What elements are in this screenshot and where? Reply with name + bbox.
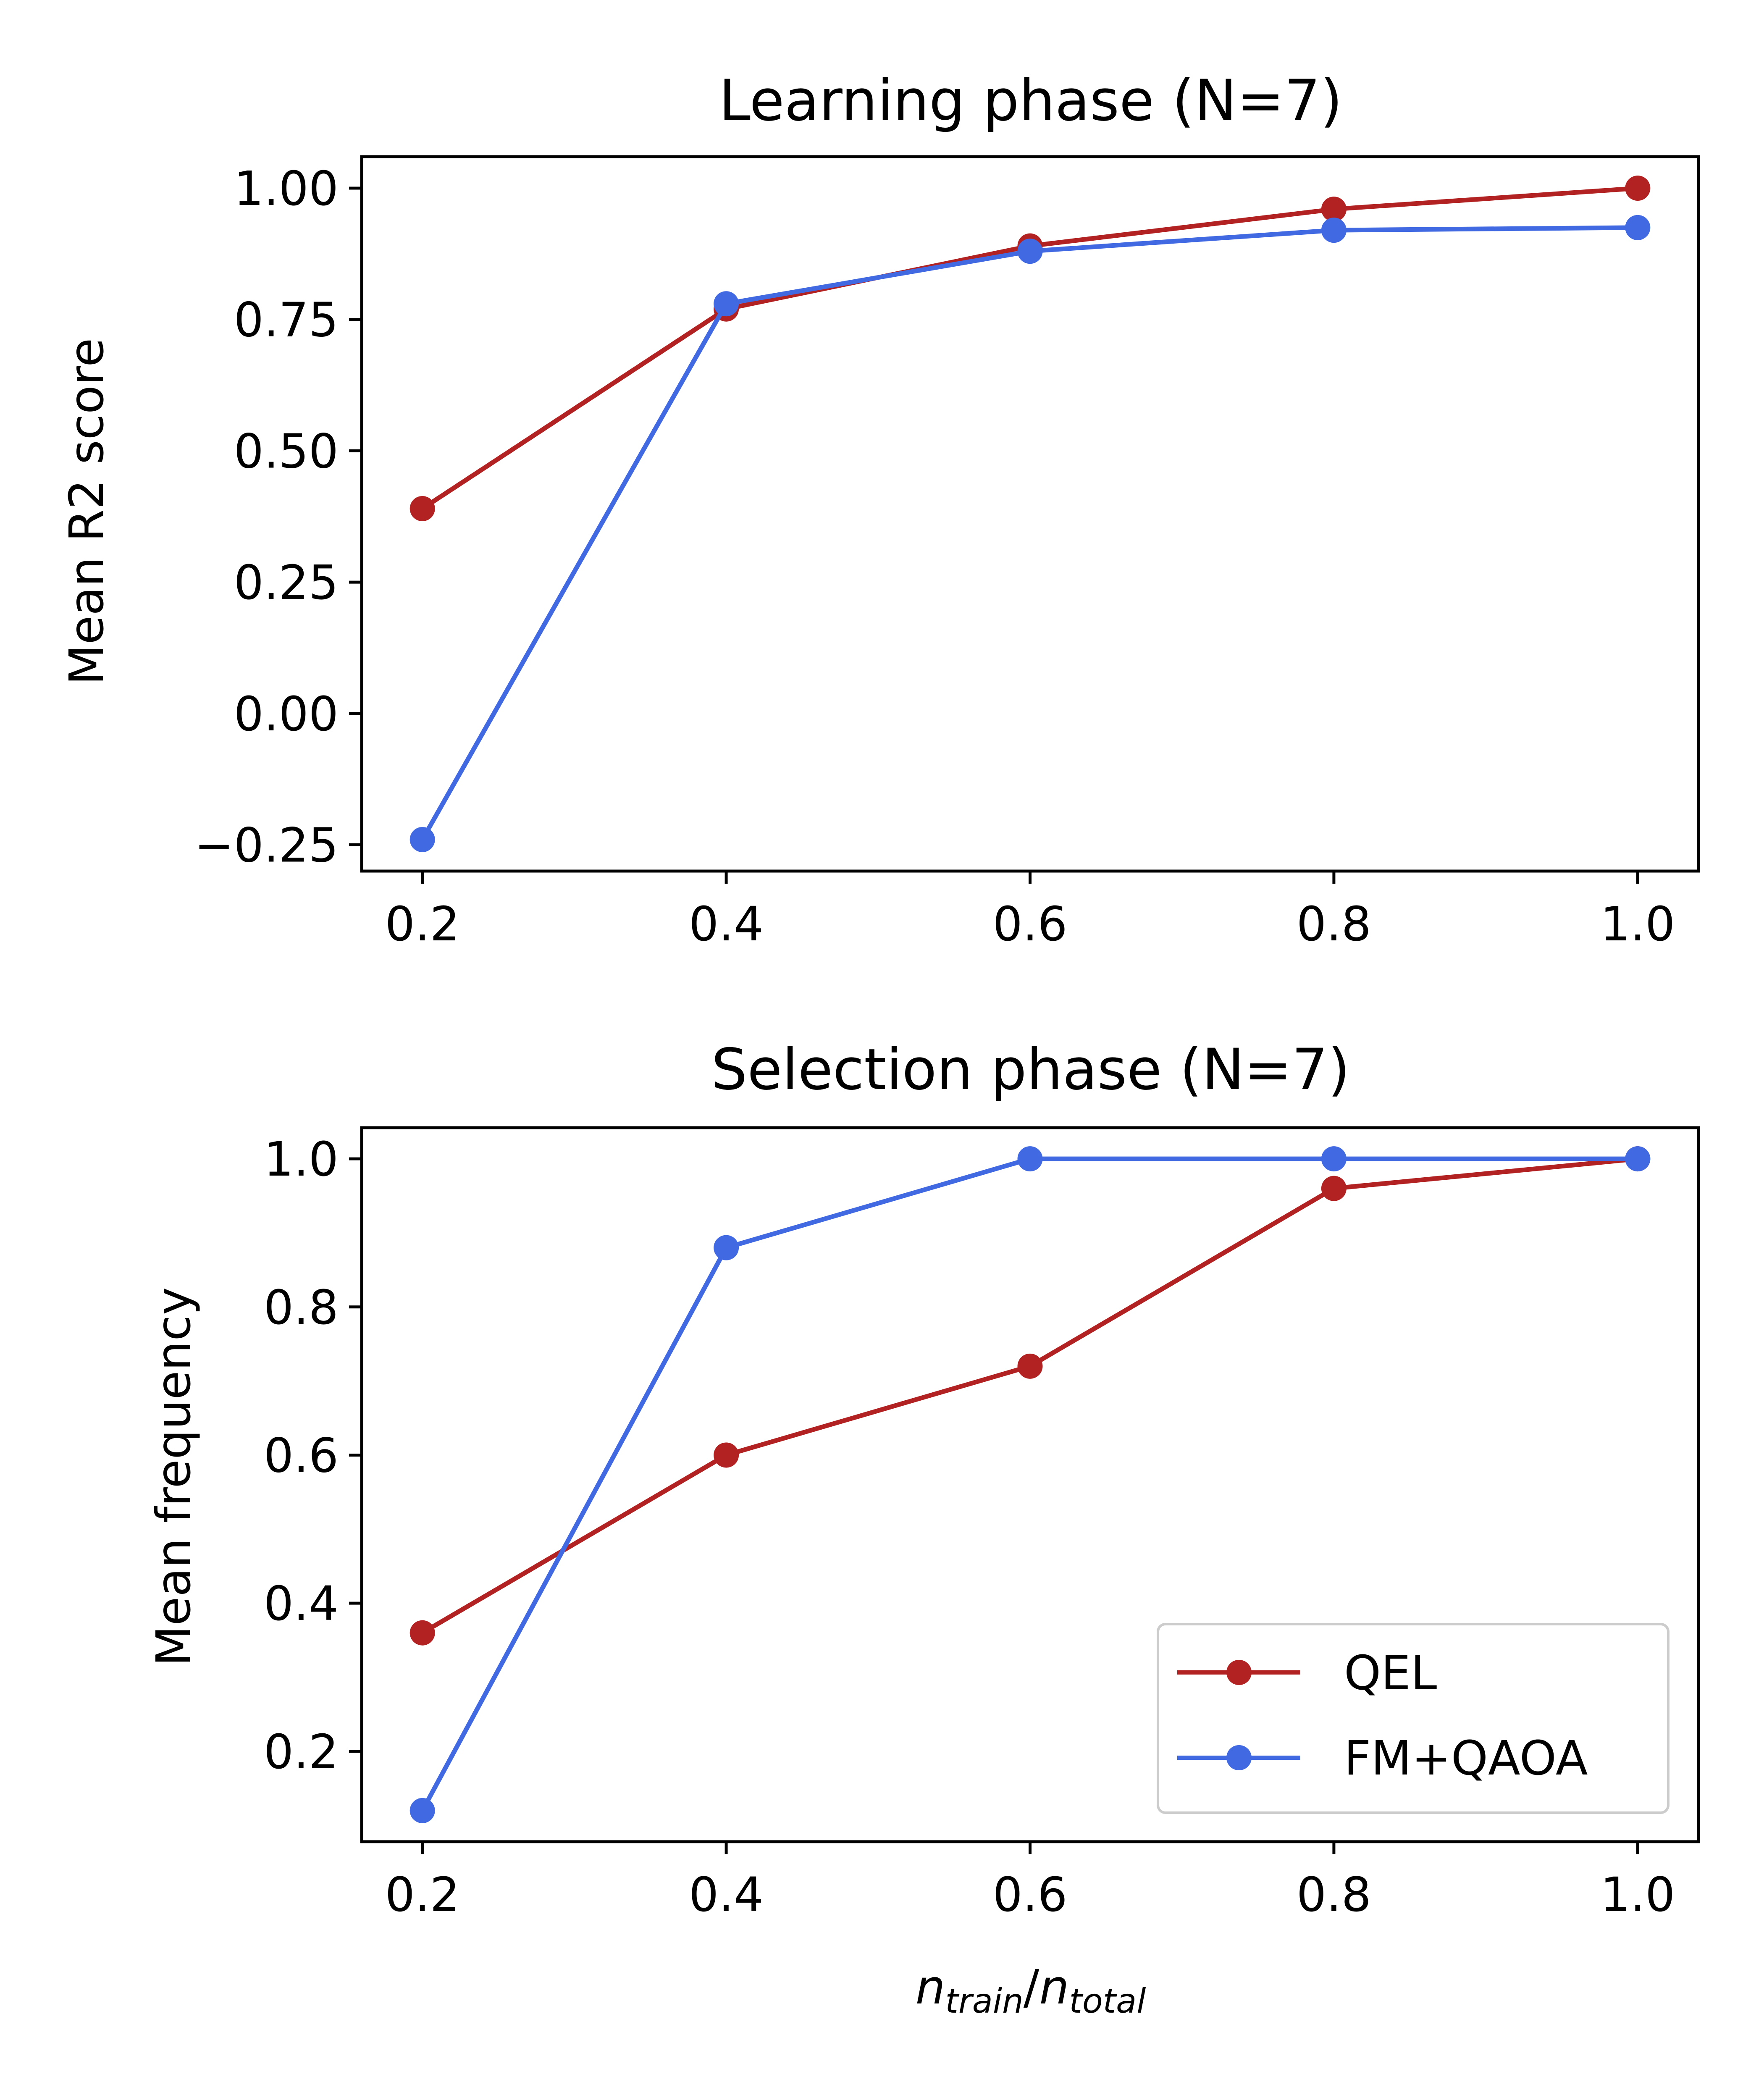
x-label-n1: n (916, 1960, 945, 2015)
data-point-qel (1625, 176, 1651, 201)
y-tick-label: 0.6 (264, 1428, 339, 1483)
x-tick-label: 0.4 (689, 1868, 764, 1922)
y-tick-label: 0.2 (264, 1725, 339, 1780)
data-point-fm-qaoa (410, 1798, 435, 1823)
x-tick-label: 0.2 (385, 897, 460, 952)
x-tick-label: 0.6 (992, 897, 1067, 952)
x-label-sub-train: train (945, 1982, 1024, 2021)
y-tick-label: 0.25 (234, 556, 339, 610)
data-point-fm-qaoa (1321, 218, 1347, 243)
plot-frame (360, 1126, 1700, 1843)
y-tick-label: 1.0 (264, 1132, 339, 1187)
data-point-fm-qaoa (1625, 1146, 1651, 1172)
y-axis-label: Mean frequency (147, 1287, 201, 1667)
x-ticks: 0.2 0.4 0.6 0.8 1.0 (385, 871, 1675, 952)
x-axis-label: ntrain/ntotal (916, 1960, 1146, 2021)
legend: QEL FM+QAOA (1157, 1623, 1670, 1814)
series-line-fm-qaoa (420, 225, 1638, 841)
chart-title: Selection phase (N=7) (711, 1037, 1350, 1102)
y-axis-label: Mean R2 score (60, 338, 114, 685)
data-point-fm-qaoa (714, 1235, 739, 1260)
data-point-fm-qaoa (1321, 1146, 1347, 1172)
x-label-sub-total: total (1069, 1982, 1146, 2021)
data-point-qel (410, 1620, 435, 1646)
x-tick-label: 1.0 (1600, 1868, 1675, 1922)
y-tick-label: 0.00 (234, 687, 339, 742)
x-tick-label: 0.8 (1297, 1868, 1371, 1922)
learning-phase-panel: Learning phase (N=7) Mean R2 score −0.25… (60, 68, 1700, 952)
y-tick-label: 0.4 (264, 1577, 339, 1631)
legend-marker-qel (1226, 1660, 1252, 1685)
y-tick-label: 0.50 (234, 424, 339, 479)
x-ticks: 0.2 0.4 0.6 0.8 1.0 (385, 1842, 1675, 1922)
x-tick-label: 0.8 (1297, 897, 1371, 952)
y-tick-label: 1.00 (234, 162, 339, 216)
x-label-slash: / (1024, 1960, 1040, 2015)
y-tick-label: 0.75 (234, 293, 339, 348)
data-point-qel (1321, 1176, 1347, 1201)
plot-frame (360, 155, 1700, 873)
x-tick-label: 0.4 (689, 897, 764, 952)
data-point-qel (410, 496, 435, 521)
data-point-qel (714, 1442, 739, 1468)
y-tick-label: −0.25 (194, 818, 339, 873)
data-point-fm-qaoa (1625, 215, 1651, 240)
data-point-fm-qaoa (1017, 1146, 1043, 1172)
chart-title: Learning phase (N=7) (719, 68, 1343, 134)
x-tick-label: 0.6 (992, 1868, 1067, 1922)
y-ticks: −0.25 0.00 0.25 0.50 0.75 1.00 (194, 162, 362, 873)
legend-label-fm-qaoa: FM+QAOA (1344, 1731, 1588, 1786)
legend-marker-fm-qaoa (1226, 1745, 1252, 1770)
data-point-qel (1017, 1353, 1043, 1379)
x-label-n2: n (1040, 1960, 1069, 2015)
selection-phase-panel: Selection phase (N=7) Mean frequency 0.2… (147, 1037, 1700, 2021)
data-point-qel (1321, 197, 1347, 222)
legend-label-qel: QEL (1344, 1646, 1437, 1701)
data-point-fm-qaoa (714, 291, 739, 317)
y-ticks: 0.2 0.4 0.6 0.8 1.0 (264, 1132, 362, 1780)
x-tick-label: 0.2 (385, 1868, 460, 1922)
data-point-fm-qaoa (410, 827, 435, 852)
y-tick-label: 0.8 (264, 1281, 339, 1335)
data-point-fm-qaoa (1017, 239, 1043, 264)
x-tick-label: 1.0 (1600, 897, 1675, 952)
series-layer (410, 1146, 1651, 1823)
series-line-qel (421, 1156, 1638, 1635)
series-layer (410, 176, 1651, 852)
